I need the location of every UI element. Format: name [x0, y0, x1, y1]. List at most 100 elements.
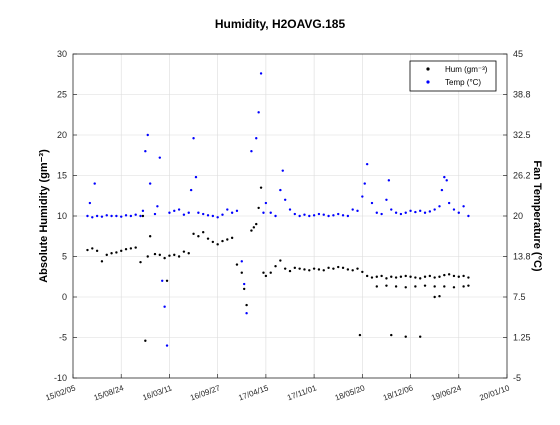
- temp-point: [115, 214, 118, 218]
- hum-point: [192, 232, 195, 236]
- temp-point: [230, 211, 234, 214]
- temp-point: [211, 214, 215, 218]
- temp-point: [279, 188, 282, 192]
- hum-point: [399, 275, 403, 278]
- y-right-tick-label: 7.5: [513, 292, 526, 302]
- temp-point: [351, 208, 354, 211]
- hum-point: [462, 274, 465, 278]
- temp-point: [226, 208, 229, 211]
- hum-point: [226, 238, 229, 241]
- hum-point: [433, 276, 436, 279]
- hum-point: [206, 237, 210, 240]
- hum-point: [134, 246, 137, 249]
- temp-point: [467, 214, 470, 218]
- hum-point: [110, 252, 113, 255]
- hum-point: [120, 249, 123, 253]
- y-axis-right-label: Fan Temperature (°C): [531, 160, 543, 271]
- y-left-tick-label: 15: [57, 171, 67, 181]
- hum-point: [375, 275, 378, 278]
- temp-point: [356, 209, 359, 213]
- hum-point: [187, 252, 190, 255]
- hum-point: [404, 286, 407, 289]
- temp-point: [165, 344, 169, 347]
- y-left-tick-label: -5: [59, 333, 67, 343]
- y-right-tick-label: 32.5: [513, 130, 531, 140]
- temp-point: [452, 208, 456, 211]
- temp-point: [264, 201, 268, 205]
- hum-point: [141, 214, 145, 218]
- temp-point: [445, 179, 448, 182]
- chart-title: Humidity, H2OAVG.185: [215, 17, 346, 31]
- hum-point: [428, 274, 432, 278]
- hum-point: [375, 285, 378, 288]
- y-right-tick-label: 45: [513, 49, 523, 59]
- legend: Hum (gm⁻³) Temp (°C): [409, 60, 497, 92]
- temp-point: [197, 211, 200, 214]
- hum-point: [447, 273, 451, 276]
- temp-point: [380, 212, 383, 216]
- legend-temp-marker: [426, 80, 430, 84]
- temp-point: [240, 260, 243, 263]
- hum-point: [443, 285, 446, 288]
- temp-point: [153, 212, 157, 216]
- temp-point: [189, 188, 193, 192]
- temp-point: [235, 209, 239, 213]
- y-axis-left-label: Absolute Humidity (gm⁻³): [38, 149, 50, 283]
- y-right-tick-label: 38.8: [513, 90, 531, 100]
- temp-point: [221, 213, 224, 216]
- temp-point: [419, 209, 422, 213]
- hum-point: [221, 239, 224, 243]
- hum-point: [303, 268, 306, 271]
- hum-point: [327, 266, 330, 270]
- hum-point: [419, 335, 422, 338]
- hum-point: [337, 265, 340, 269]
- temp-point: [457, 211, 460, 214]
- hum-point: [414, 285, 417, 288]
- hum-point: [240, 271, 243, 274]
- hum-point: [308, 269, 311, 272]
- y-left-tick-label: -10: [54, 373, 67, 383]
- temp-point: [144, 150, 147, 153]
- hum-point: [365, 274, 369, 278]
- hum-point: [182, 250, 186, 253]
- temp-point: [105, 214, 108, 217]
- hum-point: [105, 253, 108, 257]
- hum-point: [332, 267, 335, 270]
- hum-point: [390, 275, 393, 278]
- temp-point: [433, 208, 436, 211]
- temp-point: [283, 198, 287, 201]
- temp-point: [262, 211, 265, 214]
- hum-point: [467, 276, 470, 279]
- temp-point: [327, 214, 330, 218]
- hum-point: [293, 266, 297, 270]
- hum-point: [129, 247, 133, 250]
- hum-point: [467, 284, 470, 287]
- temp-point: [409, 209, 412, 213]
- hum-point: [230, 236, 234, 240]
- hum-point: [380, 274, 383, 278]
- temp-point: [274, 214, 277, 218]
- hum-point: [452, 274, 456, 278]
- hum-point: [279, 259, 282, 262]
- temp-point: [257, 111, 260, 114]
- temp-point: [187, 211, 190, 214]
- hum-point: [202, 231, 205, 234]
- hum-point: [173, 253, 176, 257]
- y-left-tick-label: 25: [57, 90, 67, 100]
- hum-point: [438, 294, 441, 298]
- hum-point: [95, 249, 99, 253]
- temp-point: [177, 208, 181, 211]
- temp-point: [363, 182, 366, 185]
- temp-point: [148, 182, 152, 185]
- temp-point: [110, 214, 113, 218]
- hum-point: [361, 270, 364, 274]
- hum-point: [394, 276, 398, 279]
- hum-point: [168, 254, 171, 257]
- hum-point: [404, 274, 407, 278]
- temp-point: [95, 214, 99, 218]
- hum-series: [86, 186, 470, 342]
- hum-point: [115, 251, 118, 254]
- y-right-tick-label: -5: [513, 373, 521, 383]
- hum-point: [346, 268, 350, 271]
- hum-point: [274, 265, 277, 268]
